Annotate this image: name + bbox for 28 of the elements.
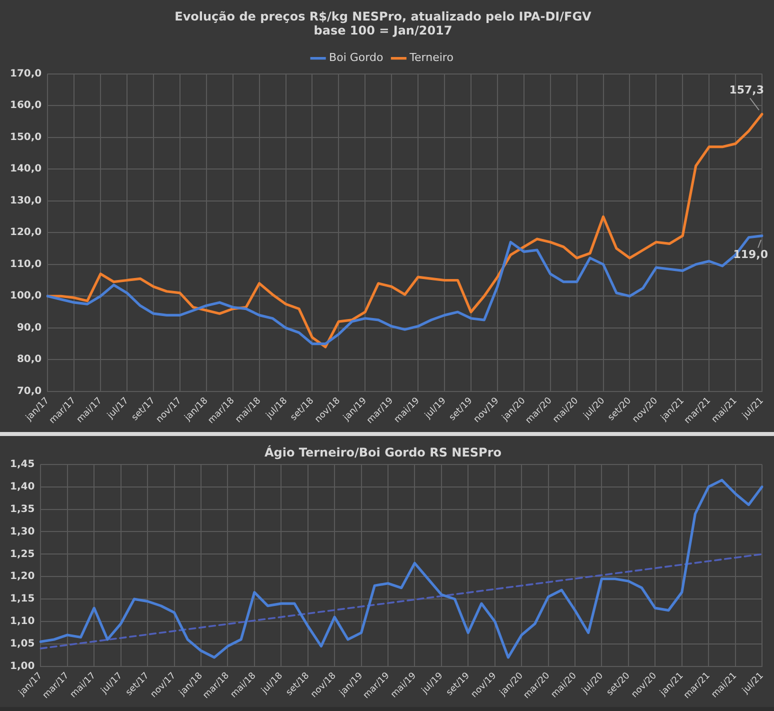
y-tick-label: 80,0 <box>16 354 42 366</box>
y-tick-label: 1,10 <box>10 616 35 628</box>
legend-label: Boi Gordo <box>329 51 384 64</box>
chart-title: Ágio Terneiro/Boi Gordo RS NESPro <box>264 444 502 460</box>
y-tick-label: 1,20 <box>10 571 35 582</box>
y-tick-label: 70,0 <box>16 386 42 397</box>
y-tick-label: 90,0 <box>16 322 42 334</box>
y-tick-label: 1,15 <box>10 594 35 605</box>
y-tick-label: 1,30 <box>10 526 35 538</box>
y-tick-label: 150,0 <box>10 132 42 143</box>
y-tick-label: 1,45 <box>10 458 35 470</box>
annotation: 119,0 <box>733 248 768 262</box>
legend-label: Terneiro <box>408 51 454 64</box>
annotation: 157,3 <box>729 83 764 96</box>
y-tick-label: 140,0 <box>10 164 42 175</box>
chart-subtitle: base 100 = Jan/2017 <box>314 24 452 38</box>
y-tick-label: 130,0 <box>10 195 42 206</box>
y-tick-label: 170,0 <box>10 68 42 80</box>
y-tick-label: 1,25 <box>10 548 35 560</box>
y-tick-label: 110,0 <box>10 258 42 270</box>
y-tick-label: 1,00 <box>10 661 35 672</box>
y-tick-label: 120,0 <box>10 227 42 238</box>
y-tick-label: 160,0 <box>10 100 42 112</box>
y-tick-label: 100,0 <box>10 290 42 302</box>
y-tick-label: 1,35 <box>10 504 35 515</box>
chart-title: Evolução de preços R$/kg NESPro, atualizado pelo IPA-DI/FGV <box>174 9 592 24</box>
y-tick-label: 1,40 <box>10 481 35 492</box>
y-tick-label: 1,05 <box>10 638 35 650</box>
